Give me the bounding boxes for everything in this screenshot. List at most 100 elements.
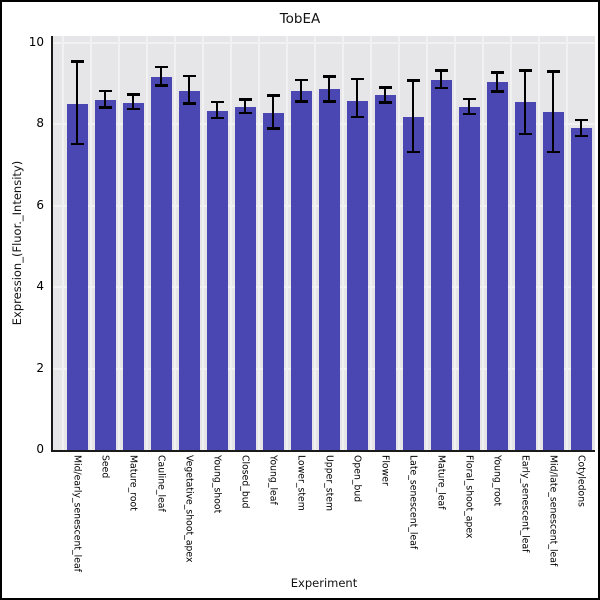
x-tick-label: Mid/early_senescent_leaf bbox=[71, 455, 83, 572]
x-tick-label: Young_shoot bbox=[211, 455, 223, 514]
error-bar-cap bbox=[126, 92, 140, 96]
v-gridline bbox=[90, 36, 92, 450]
bar bbox=[122, 103, 144, 450]
error-bar-cap bbox=[350, 77, 364, 81]
bar bbox=[570, 128, 592, 450]
bar bbox=[150, 77, 172, 450]
error-bar-line bbox=[496, 72, 498, 92]
x-tick-label: Floral_shoot_apex bbox=[463, 455, 475, 539]
x-tick-label: Closed_bud bbox=[239, 455, 251, 509]
error-bar-line bbox=[132, 94, 134, 109]
bar bbox=[402, 117, 424, 450]
error-bar-cap bbox=[98, 89, 112, 93]
error-bar-cap bbox=[434, 68, 448, 72]
error-bar-line bbox=[580, 119, 582, 136]
error-bar-cap bbox=[182, 74, 196, 78]
error-bar-cap bbox=[378, 86, 392, 89]
v-gridline bbox=[202, 36, 204, 450]
y-axis-label: Expression_(Fluor._Intensity) bbox=[10, 160, 24, 326]
error-bar-line bbox=[384, 87, 386, 103]
v-gridline bbox=[286, 36, 288, 450]
error-bar-cap bbox=[546, 70, 560, 73]
y-axis-line bbox=[51, 36, 53, 450]
error-bar-cap bbox=[350, 115, 364, 119]
v-gridline bbox=[146, 36, 148, 450]
error-bar-cap bbox=[490, 90, 504, 93]
error-bar-cap bbox=[210, 116, 224, 120]
bar bbox=[374, 95, 396, 450]
y-tick-label: 8 bbox=[36, 116, 44, 131]
x-tick-label: Mid/late_senescent_leaf bbox=[547, 455, 559, 567]
error-bar-cap bbox=[574, 118, 588, 122]
error-bar-line bbox=[216, 102, 218, 118]
error-bar-cap bbox=[518, 69, 532, 72]
x-tick-label: Seed bbox=[99, 455, 111, 479]
v-gridline bbox=[398, 36, 400, 450]
x-tick-label: Cauline_leaf bbox=[155, 455, 167, 512]
y-tick-label: 0 bbox=[36, 442, 44, 456]
error-bar-cap bbox=[126, 107, 140, 111]
error-bar-line bbox=[272, 95, 274, 129]
bar bbox=[430, 79, 452, 450]
bar bbox=[346, 101, 368, 450]
v-gridline bbox=[62, 36, 64, 450]
v-gridline bbox=[482, 36, 484, 450]
error-bar-cap bbox=[294, 99, 308, 103]
error-bar-line bbox=[552, 71, 554, 153]
v-gridline bbox=[314, 36, 316, 450]
y-tick-label: 10 bbox=[28, 34, 44, 49]
error-bar-line bbox=[412, 80, 414, 153]
x-tick-label: Early_senescent_leaf bbox=[519, 455, 531, 553]
error-bar-line bbox=[356, 78, 358, 118]
error-bar-cap bbox=[406, 79, 420, 82]
v-gridline bbox=[230, 36, 232, 450]
x-tick-label: Vegetative_shoot_apex bbox=[183, 455, 195, 563]
v-gridline bbox=[118, 36, 120, 450]
x-tick-label: Flower bbox=[379, 455, 391, 486]
plot-area bbox=[51, 36, 595, 452]
bar bbox=[542, 112, 564, 450]
v-gridline bbox=[174, 36, 176, 450]
error-bar-line bbox=[468, 99, 470, 114]
bar bbox=[66, 103, 88, 450]
error-bar-line bbox=[188, 75, 190, 104]
bar bbox=[234, 106, 256, 450]
error-bar-cap bbox=[574, 134, 588, 138]
error-bar-cap bbox=[518, 132, 532, 136]
x-tick-label: Young_leaf bbox=[267, 455, 279, 505]
x-tick-label: Mature_root bbox=[127, 455, 139, 511]
bar bbox=[290, 91, 312, 450]
error-bar-line bbox=[300, 80, 302, 102]
error-bar-cap bbox=[154, 65, 168, 69]
error-bar-line bbox=[104, 91, 106, 108]
error-bar-cap bbox=[266, 94, 280, 97]
x-tick-label: Mature_leaf bbox=[435, 455, 447, 510]
x-tick-label: Lower_stem bbox=[295, 455, 307, 511]
error-bar-line bbox=[328, 76, 330, 102]
v-gridline bbox=[426, 36, 428, 450]
error-bar-cap bbox=[238, 111, 252, 115]
v-gridline bbox=[566, 36, 568, 450]
error-bar-cap bbox=[182, 101, 196, 105]
x-tick-label: Upper_stem bbox=[323, 455, 335, 512]
chart-title: TobEA bbox=[279, 11, 321, 27]
bar bbox=[486, 82, 508, 450]
error-bar-cap bbox=[154, 84, 168, 87]
bar bbox=[318, 88, 340, 450]
x-tick-label: Cotyledons bbox=[575, 455, 587, 507]
v-gridline bbox=[538, 36, 540, 450]
error-bar-cap bbox=[98, 106, 112, 109]
error-bar-cap bbox=[546, 150, 560, 154]
error-bar-line bbox=[76, 61, 78, 144]
error-bar-cap bbox=[238, 98, 252, 101]
x-axis-line bbox=[51, 450, 595, 452]
error-bar-cap bbox=[434, 86, 448, 90]
v-gridline bbox=[370, 36, 372, 450]
error-bar-cap bbox=[462, 112, 476, 116]
v-gridline bbox=[342, 36, 344, 450]
x-tick-label: Young_root bbox=[491, 455, 503, 507]
h-gridline bbox=[53, 41, 595, 44]
bar bbox=[206, 110, 228, 450]
bar bbox=[458, 106, 480, 450]
